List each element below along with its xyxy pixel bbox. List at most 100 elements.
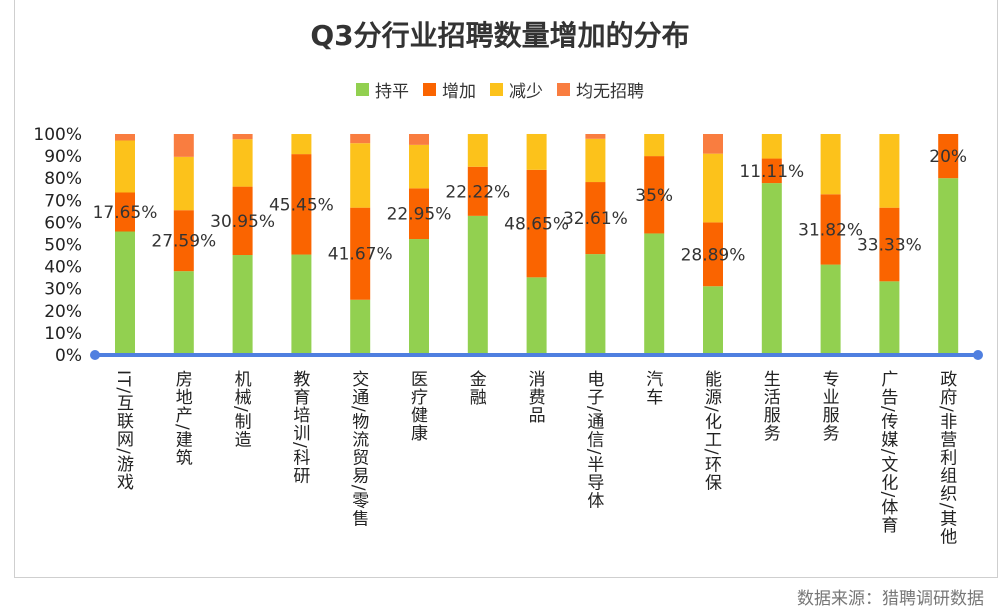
legend-label: 增加 <box>442 82 476 102</box>
bar-segment <box>350 143 371 208</box>
bar-segment <box>409 239 429 355</box>
data-label: 31.82% <box>798 220 863 240</box>
bar-segment <box>879 134 900 208</box>
bar-segment <box>526 277 547 355</box>
x-tick-label: 生活服务 <box>759 370 780 442</box>
bar-segment <box>115 192 135 232</box>
data-label: 22.22% <box>445 182 510 202</box>
data-label: 27.59% <box>151 232 216 252</box>
legend-swatch <box>356 83 369 96</box>
y-tick-label: 60% <box>44 213 82 233</box>
legend-swatch <box>423 83 436 96</box>
bar-segment <box>761 183 782 355</box>
bar-segment <box>173 156 194 211</box>
y-tick-label: 30% <box>44 280 82 300</box>
bar-segment <box>585 134 606 139</box>
legend-swatch <box>557 83 570 96</box>
bar-segment <box>291 134 312 155</box>
x-tick-label: 专业服务 <box>818 370 839 442</box>
axis-end-dot <box>973 350 983 360</box>
x-tick-label: 能源/化工/环保 <box>701 370 721 492</box>
bar-segment <box>585 138 606 183</box>
data-label: 22.95% <box>387 205 452 225</box>
x-tick-label: 房地产/建筑 <box>171 370 192 467</box>
data-label: 30.95% <box>210 212 275 232</box>
data-label: 11.11% <box>739 162 804 182</box>
legend-item-decrease: 减少 <box>490 77 543 102</box>
y-tick-label: 90% <box>44 147 82 167</box>
bar-segment <box>703 134 723 154</box>
bar-segment <box>644 156 665 234</box>
y-tick-label: 80% <box>44 169 82 189</box>
bar-segment <box>232 139 253 187</box>
legend-label: 减少 <box>509 82 543 102</box>
data-label: 28.89% <box>681 245 746 265</box>
chart-frame <box>14 0 998 578</box>
bar-segment <box>173 134 194 157</box>
bar-segment <box>409 188 429 240</box>
axis-end-dot <box>90 350 100 360</box>
x-tick-label: 电子/通信/半导体 <box>583 370 604 510</box>
x-tick-label: 教育培训/科研 <box>289 370 310 485</box>
y-tick-label: 40% <box>44 258 82 278</box>
bar-segment <box>232 134 253 140</box>
legend-item-increase: 增加 <box>423 77 476 102</box>
y-tick-label: 50% <box>44 236 82 256</box>
x-tick-label: 消费品 <box>524 370 545 424</box>
bar-segment <box>644 233 665 355</box>
legend-item-flat: 持平 <box>356 77 409 102</box>
y-tick-label: 10% <box>44 324 82 344</box>
bar-segment <box>761 158 782 184</box>
bar-segment <box>173 210 194 272</box>
bar-segment <box>467 134 488 167</box>
y-tick-label: 70% <box>44 191 82 211</box>
bar-segment <box>409 134 429 145</box>
bar-segment <box>703 222 723 287</box>
x-tick-label: 医疗健康 <box>407 370 427 442</box>
x-tick-label: 金融 <box>465 370 486 406</box>
bar-segment <box>467 215 488 355</box>
data-label: 35% <box>635 186 673 206</box>
y-tick-label: 0% <box>55 346 82 366</box>
legend-label: 均无招聘 <box>576 82 644 102</box>
legend-label: 持平 <box>375 82 409 102</box>
chart-title: Q3分行业招聘数量增加的分布 <box>310 19 690 52</box>
bar-segment <box>879 207 900 282</box>
bar-segment <box>703 286 723 355</box>
data-label: 33.33% <box>857 236 922 256</box>
legend-item-none: 均无招聘 <box>557 77 644 102</box>
bar-segment <box>115 134 135 141</box>
bar-segment <box>173 271 194 355</box>
bar-segment <box>232 186 253 256</box>
bar-segment <box>938 134 959 179</box>
bar-segment <box>585 182 606 255</box>
data-label: 17.65% <box>93 203 158 223</box>
y-tick-label: 100% <box>33 125 82 145</box>
x-tick-label: 机械/制造 <box>230 370 251 449</box>
bar-segment <box>350 133 371 144</box>
bar-segment <box>820 194 841 265</box>
x-tick-label: 汽车 <box>642 370 663 406</box>
bar-segment <box>879 281 900 355</box>
bar-segment <box>644 134 665 157</box>
data-label: 41.67% <box>328 245 393 265</box>
bar-segment <box>585 254 606 355</box>
x-tick-label: 交通/物流贸易/零售 <box>348 370 369 528</box>
bar-segment <box>467 166 488 216</box>
bar-segment <box>115 140 135 193</box>
data-label: 20% <box>929 147 967 167</box>
bar-segment <box>350 207 371 300</box>
bar-segment <box>820 264 841 355</box>
data-label: 45.45% <box>269 195 334 215</box>
data-label: 48.65% <box>504 215 569 235</box>
bar-segment <box>291 154 312 255</box>
legend-swatch <box>490 83 503 96</box>
bar-segment <box>526 169 547 278</box>
bar-segment <box>703 153 723 223</box>
x-tick-label: 政府/非营利组织/其他 <box>936 370 957 546</box>
bar-segment <box>409 144 429 189</box>
x-tick-label: 广告/传媒/文化/体育 <box>877 370 898 535</box>
bar-segment <box>115 231 135 355</box>
bar-segment <box>820 134 841 195</box>
